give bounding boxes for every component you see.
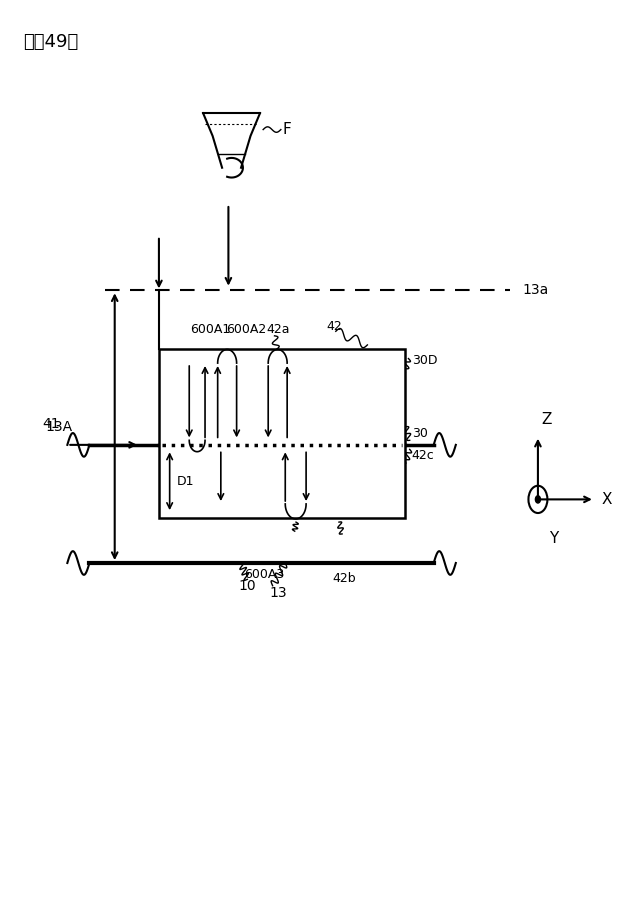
Text: F: F: [282, 122, 291, 137]
Text: 13: 13: [269, 586, 287, 600]
Text: 13a: 13a: [522, 283, 548, 297]
Text: 13A: 13A: [45, 420, 72, 434]
Text: 600A2: 600A2: [227, 323, 267, 336]
Text: 41: 41: [42, 417, 60, 431]
Text: 30D: 30D: [412, 354, 437, 367]
Text: 10: 10: [239, 580, 256, 593]
Text: 42c: 42c: [412, 449, 435, 462]
Text: 42: 42: [326, 320, 342, 333]
Text: Y: Y: [549, 531, 559, 547]
Text: 600A3: 600A3: [244, 568, 284, 580]
Text: Z: Z: [541, 412, 552, 426]
Text: X: X: [601, 492, 612, 507]
Text: 42a: 42a: [266, 323, 290, 336]
Text: 600A1: 600A1: [191, 323, 231, 336]
Text: D1: D1: [177, 475, 195, 488]
Bar: [159, 349, 405, 517]
Circle shape: [536, 496, 540, 503]
Text: 30: 30: [412, 427, 428, 440]
Text: 【図49】: 【図49】: [23, 33, 78, 51]
Text: 42b: 42b: [333, 572, 356, 585]
